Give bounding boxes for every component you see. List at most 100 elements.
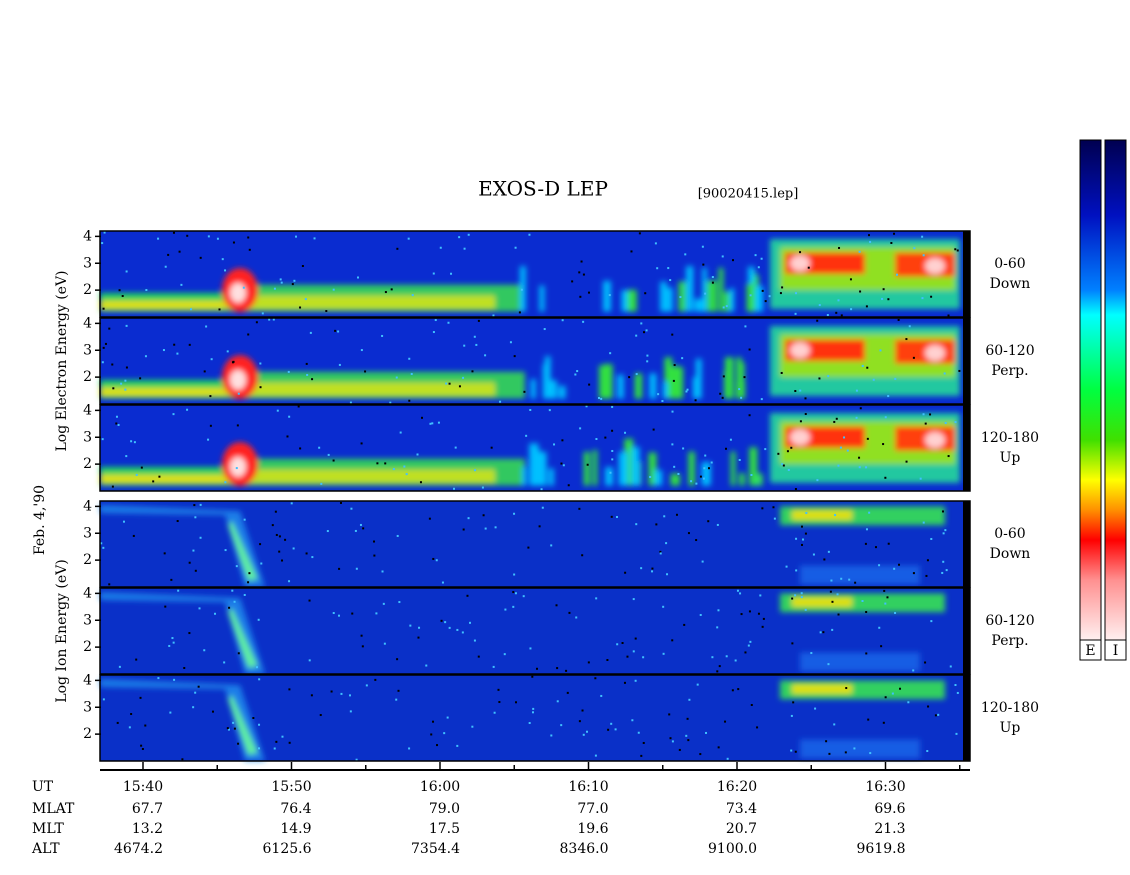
noise-pixel [804, 532, 807, 535]
panel-frame [99, 500, 971, 588]
flux-spike [537, 451, 547, 486]
noise-pixel [655, 523, 658, 526]
noise-pixel [582, 273, 585, 276]
noise-pixel [725, 305, 728, 308]
noise-pixel [528, 233, 531, 236]
x-tick-label: 16:00 [420, 779, 460, 795]
noise-pixel [301, 265, 304, 268]
noise-pixel [466, 594, 469, 597]
noise-pixel [854, 581, 857, 584]
noise-pixel [224, 269, 227, 272]
noise-pixel [203, 370, 206, 373]
noise-pixel [858, 250, 861, 253]
flux-spike [520, 266, 526, 312]
noise-pixel [707, 520, 710, 523]
noise-pixel [846, 449, 849, 452]
noise-pixel [956, 249, 959, 252]
noise-pixel [663, 515, 666, 518]
noise-pixel [750, 703, 753, 706]
noise-pixel [905, 338, 908, 341]
noise-pixel [216, 237, 219, 240]
noise-pixel [695, 482, 698, 485]
noise-pixel [623, 681, 626, 684]
noise-pixel [121, 295, 124, 298]
noise-pixel [355, 567, 358, 570]
noise-pixel [838, 246, 841, 249]
noise-pixel [349, 401, 352, 404]
noise-pixel [724, 720, 727, 723]
noise-pixel [912, 572, 915, 575]
noise-pixel [359, 523, 362, 526]
noise-pixel [872, 378, 875, 381]
noise-pixel [484, 527, 487, 530]
noise-pixel [864, 542, 867, 545]
noise-pixel [930, 537, 933, 540]
noise-pixel [606, 659, 609, 662]
noise-pixel [376, 462, 379, 465]
noise-pixel [193, 504, 196, 507]
colorbar-label: I [1113, 643, 1119, 659]
noise-pixel [651, 567, 654, 570]
noise-pixel [908, 325, 911, 328]
noise-pixel [581, 554, 584, 557]
noise-pixel [490, 446, 493, 449]
noise-pixel [743, 376, 746, 379]
noise-pixel [139, 696, 142, 699]
noise-pixel [687, 532, 690, 535]
noise-pixel [865, 528, 868, 531]
noise-pixel [685, 390, 688, 393]
noise-pixel [843, 436, 846, 439]
flux-spike [654, 470, 663, 486]
noise-pixel [568, 611, 571, 614]
noise-pixel [704, 454, 707, 457]
noise-pixel [125, 270, 128, 273]
noise-pixel [759, 594, 762, 597]
noise-pixel [375, 612, 378, 615]
noise-pixel [804, 608, 807, 611]
noise-pixel [722, 306, 725, 309]
noise-pixel [669, 737, 672, 740]
noise-pixel [947, 455, 950, 458]
noise-pixel [205, 325, 208, 328]
noise-pixel [954, 248, 957, 251]
noise-pixel [408, 357, 411, 360]
flux-spike [592, 449, 598, 486]
noise-pixel [232, 721, 235, 724]
noise-pixel [757, 266, 760, 269]
flux-spike [666, 287, 673, 312]
noise-pixel [418, 626, 421, 629]
noise-pixel [361, 645, 364, 648]
colorbar-label: E [1085, 643, 1095, 659]
noise-pixel [356, 276, 359, 279]
y-axis-label: Log Ion Energy (eV) [54, 559, 70, 702]
noise-pixel [850, 308, 853, 311]
noise-pixel [643, 331, 646, 334]
noise-pixel [258, 723, 261, 726]
noise-pixel [677, 472, 680, 475]
flux-hotspot [230, 456, 246, 477]
y-tick-label: 4 [83, 672, 92, 688]
noise-pixel [450, 272, 453, 275]
noise-pixel [382, 602, 385, 605]
flux-spike [529, 443, 539, 486]
flux-spike [548, 468, 554, 486]
noise-pixel [828, 752, 831, 755]
colorbar-label-box [1079, 639, 1102, 661]
noise-pixel [867, 718, 870, 721]
noise-pixel [431, 422, 434, 425]
noise-pixel [822, 631, 825, 634]
noise-pixel [640, 322, 643, 325]
noise-pixel [608, 294, 611, 297]
flux-streak [228, 521, 258, 581]
noise-pixel [930, 295, 933, 298]
noise-pixel [399, 431, 402, 434]
date-label: Feb. 4,'90 [32, 485, 48, 555]
noise-pixel [144, 355, 147, 358]
noise-pixel [158, 475, 161, 478]
noise-pixel [942, 560, 945, 563]
noise-pixel [125, 366, 128, 369]
noise-pixel [430, 733, 433, 736]
noise-pixel [305, 552, 308, 555]
noise-pixel [102, 346, 105, 349]
noise-pixel [675, 513, 678, 516]
